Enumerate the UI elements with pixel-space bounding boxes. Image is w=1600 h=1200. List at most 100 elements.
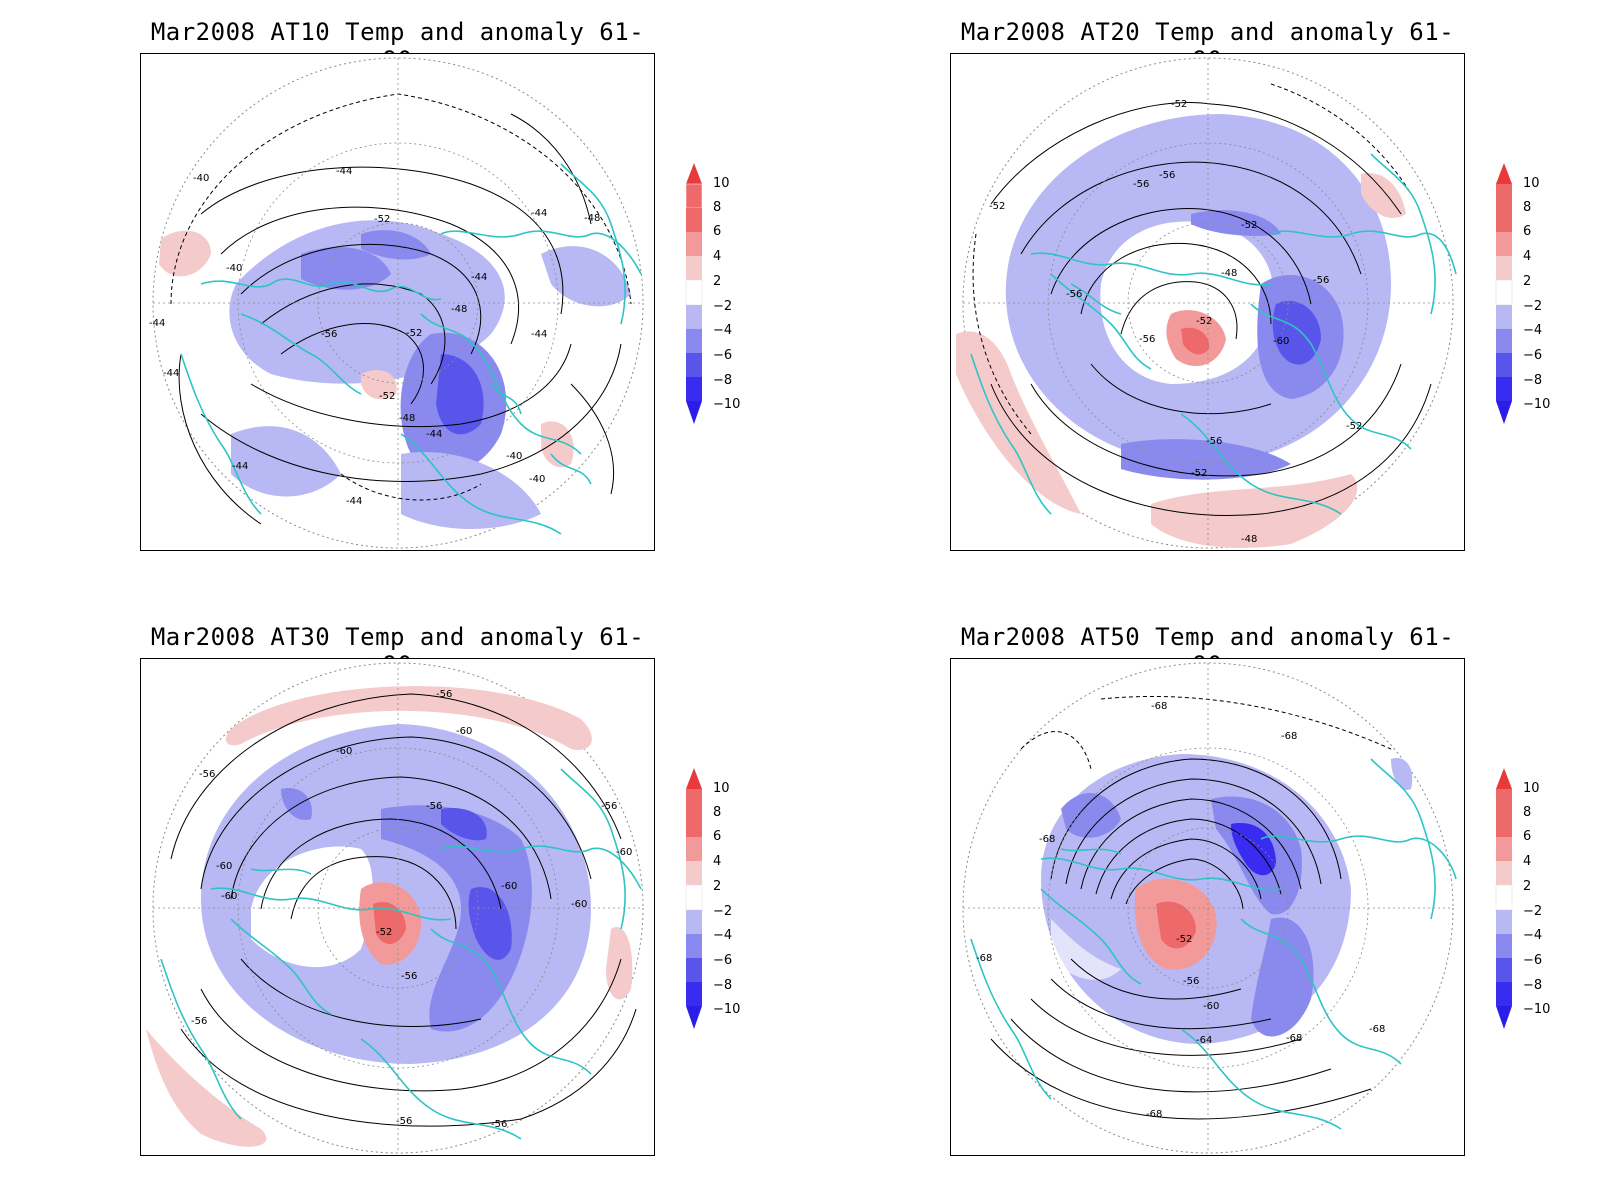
colorbar-tick: −8 (713, 373, 733, 388)
colorbar-tick: 6 (1523, 224, 1532, 239)
contour-label: -48 (451, 304, 467, 315)
contour-label: -48 (399, 413, 415, 424)
colorbar-tick: −4 (713, 323, 733, 338)
contour-label: -68 (1286, 1033, 1302, 1044)
colorbar-tick: 8 (1523, 805, 1532, 820)
colorbar-tick: 10 (1523, 781, 1540, 796)
panel-at30: Mar2008 AT30 Temp and anomaly 61-90 (140, 623, 840, 1183)
contour-label: -60 (571, 899, 587, 910)
colorbar-tick: −4 (1523, 323, 1543, 338)
colorbar-tick: −6 (713, 953, 733, 968)
contour-label: -52 (1196, 316, 1212, 327)
contour-label: -60 (1203, 1001, 1219, 1012)
contour-label: -52 (374, 214, 390, 225)
contour-label: -60 (216, 861, 232, 872)
colorbar-tick: −2 (1523, 299, 1543, 314)
contour-label: -52 (1176, 934, 1192, 945)
colorbar: 10 8 6 4 2 −2 −4 −6 −8 −10 (685, 158, 765, 448)
contour-label: -44 (531, 329, 547, 340)
contour-label: -40 (193, 173, 209, 184)
polar-map: -68 -68 -68 -68 -52 -56 -60 -64 -68 -68 … (950, 658, 1465, 1156)
contour-label: -60 (336, 746, 352, 757)
contour-label: -68 (1369, 1024, 1385, 1035)
panel-at20: Mar2008 AT20 Temp and anomaly 61-90 (950, 18, 1600, 578)
contour-label: -52 (376, 927, 392, 938)
polar-map: -40 -44 -52 -56 -48 -52 -48 -52 -44 -44 … (140, 53, 655, 551)
contour-label: -44 (336, 166, 352, 177)
colorbar-tick: −4 (713, 928, 733, 943)
colorbar-tick: 4 (713, 249, 722, 264)
colorbar-tick: −10 (1523, 1002, 1551, 1017)
colorbar-tick: −10 (713, 397, 741, 412)
colorbar-tick: 10 (713, 176, 730, 191)
contour-label: -60 (616, 847, 632, 858)
contour-label: -56 (426, 801, 442, 812)
colorbar-ramp (1495, 768, 1513, 1029)
colorbar-tick: −2 (713, 299, 733, 314)
contour-label: -56 (1183, 976, 1199, 987)
map-canvas: -40 -44 -52 -56 -48 -52 -48 -52 -44 -44 … (149, 57, 644, 549)
contour-label: -44 (232, 461, 248, 472)
contour-label: -60 (1273, 336, 1289, 347)
contour-label: -56 (396, 1116, 412, 1127)
contour-label: -68 (1039, 834, 1055, 845)
polar-map: -56 -60 -60 -56 -56 -56 -60 -60 -60 -52 … (140, 658, 655, 1156)
contour-label: -52 (1191, 468, 1207, 479)
colorbar-ramp (685, 768, 703, 1029)
contour-label: -44 (426, 429, 442, 440)
contour-label: -56 (601, 801, 617, 812)
contour-label: -52 (1241, 220, 1257, 231)
panel-at10: Mar2008 AT10 Temp and anomaly 61-90 (140, 18, 840, 578)
contour-label: -40 (506, 451, 522, 462)
colorbar-tick: 2 (713, 879, 722, 894)
contour-label: -68 (976, 953, 992, 964)
colorbar-tick: 10 (713, 781, 730, 796)
colorbar-tick: −10 (713, 1002, 741, 1017)
colorbar-tick: 4 (1523, 854, 1532, 869)
contour-label: -44 (346, 496, 362, 507)
contour-label: -56 (401, 971, 417, 982)
contour-label: -56 (1313, 275, 1329, 286)
contour-label: -40 (529, 474, 545, 485)
colorbar-tick: 6 (1523, 829, 1532, 844)
colorbar-tick: −8 (1523, 978, 1543, 993)
colorbar-tick: 2 (1523, 879, 1532, 894)
colorbar-ramp (685, 163, 703, 424)
colorbar: 10 8 6 4 2 −2 −4 −6 −8 −10 (1495, 763, 1575, 1053)
polar-map: -52 -56 -56 -52 -52 -48 -56 -56 -52 -56 … (950, 53, 1465, 551)
contour-label: -56 (191, 1016, 207, 1027)
panel-at50: Mar2008 AT50 Temp and anomaly 61-90 (950, 623, 1600, 1183)
colorbar-tick: 6 (713, 829, 722, 844)
colorbar-tick: 8 (713, 805, 722, 820)
contour-label: -48 (584, 213, 600, 224)
colorbar-tick: 8 (1523, 200, 1532, 215)
colorbar-tick: 2 (1523, 274, 1532, 289)
contour-label: -52 (1171, 99, 1187, 110)
contour-label: -40 (226, 263, 242, 274)
contour-label: -56 (199, 769, 215, 780)
contour-label: -56 (491, 1119, 507, 1130)
colorbar-tick: −6 (1523, 348, 1543, 363)
contour-label: -44 (531, 208, 547, 219)
colorbar-tick: 4 (713, 854, 722, 869)
colorbar: 10 8 6 4 2 −2 −4 −6 −8 −10 (685, 763, 765, 1053)
colorbar-tick: −2 (713, 904, 733, 919)
contour-label: -68 (1151, 701, 1167, 712)
map-canvas: -56 -60 -60 -56 -56 -56 -60 -60 -60 -52 … (146, 662, 644, 1154)
contour-label: -56 (1133, 179, 1149, 190)
contour-label: -64 (1196, 1035, 1212, 1046)
contour-label: -60 (221, 891, 237, 902)
colorbar-tick: −6 (1523, 953, 1543, 968)
contour-label: -56 (1139, 334, 1155, 345)
colorbar-tick: −6 (713, 348, 733, 363)
colorbar-tick: 10 (1523, 176, 1540, 191)
contour-label: -48 (1241, 534, 1257, 545)
colorbar-tick: −8 (1523, 373, 1543, 388)
contour-label: -60 (501, 881, 517, 892)
contour-label: -52 (989, 201, 1005, 212)
map-canvas: -68 -68 -68 -68 -52 -56 -60 -64 -68 -68 … (962, 662, 1457, 1154)
colorbar-tick: −10 (1523, 397, 1551, 412)
contour-label: -44 (149, 318, 165, 329)
map-canvas: -52 -56 -56 -52 -52 -48 -56 -56 -52 -56 … (956, 57, 1457, 549)
contour-label: -68 (1281, 731, 1297, 742)
